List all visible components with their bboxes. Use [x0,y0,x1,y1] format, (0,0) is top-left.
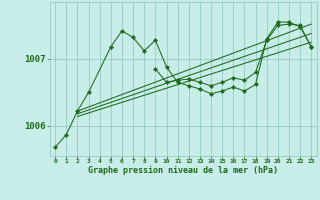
X-axis label: Graphe pression niveau de la mer (hPa): Graphe pression niveau de la mer (hPa) [88,166,278,175]
